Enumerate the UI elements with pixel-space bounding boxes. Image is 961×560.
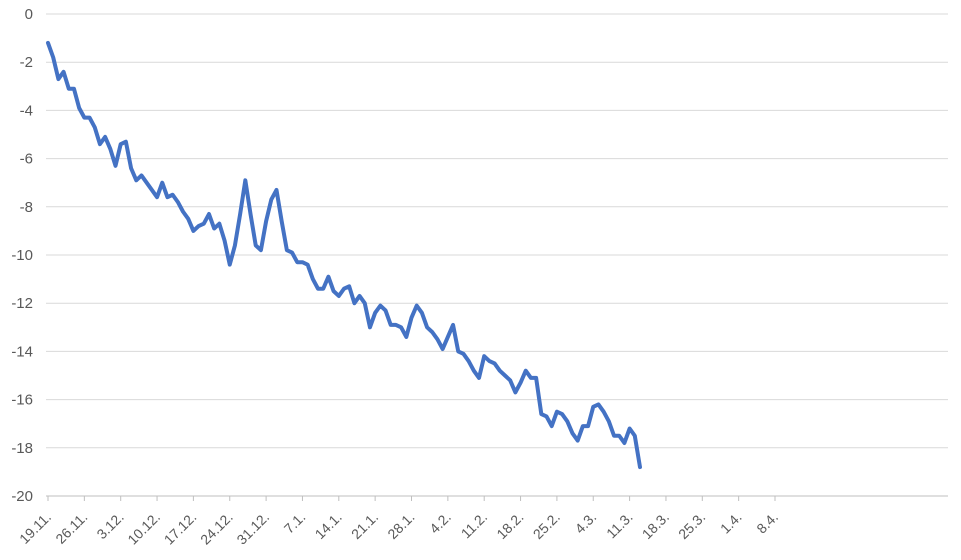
y-tick-label: -12: [11, 295, 33, 312]
y-tick-label: 0: [25, 6, 33, 23]
x-tick-label: 31.12.: [233, 509, 272, 548]
x-tick-label: 26.11.: [52, 509, 90, 547]
y-tick-label: -18: [11, 440, 33, 457]
x-tick-label: 10.12.: [124, 509, 163, 548]
x-tick-label: 18.3.: [639, 509, 672, 542]
x-axis-tick-labels: 19.11.26.11. 3.12.10.12.17.12.24.12.31.12…: [16, 496, 781, 548]
y-axis-tick-labels: 0 -2 -4 -6 -8 -10 -12 -14 -16 -18 -20: [11, 6, 33, 505]
x-tick-label: 3.12.: [93, 509, 126, 542]
x-tick-label: 17.12.: [161, 509, 200, 548]
x-tick-label: 11.2.: [458, 509, 491, 542]
x-tick-label: 8.4.: [753, 509, 781, 537]
gridlines: [46, 13, 948, 497]
y-tick-label: -2: [20, 54, 33, 71]
x-tick-label: 21.1.: [348, 509, 381, 542]
y-tick-label: -8: [20, 199, 33, 216]
x-tick-label: 11.3.: [603, 509, 636, 542]
y-tick-label: -6: [20, 151, 33, 168]
x-tick-label: 4.2.: [426, 509, 454, 537]
series-line: [46, 40, 642, 470]
y-tick-label: -16: [11, 392, 33, 409]
x-tick-label: 24.12.: [197, 509, 236, 548]
x-tick-label: 14.1.: [312, 509, 345, 542]
x-tick-label: 1.4.: [717, 509, 745, 537]
x-tick-label: 4.3.: [572, 509, 600, 537]
y-tick-label: -10: [11, 247, 33, 264]
x-tick-label: 25.3.: [675, 509, 708, 542]
x-tick-label: 25.2.: [530, 509, 563, 542]
y-tick-label: -20: [11, 488, 33, 505]
x-tick-label: 28.1.: [384, 509, 417, 542]
series-layer: [46, 40, 642, 470]
x-tick-label: 18.2.: [493, 509, 526, 542]
x-tick-label: 7.1.: [281, 509, 309, 537]
x-tick-label: 19.11.: [16, 509, 54, 547]
y-tick-label: -14: [11, 343, 33, 360]
y-tick-label: -4: [20, 102, 33, 119]
